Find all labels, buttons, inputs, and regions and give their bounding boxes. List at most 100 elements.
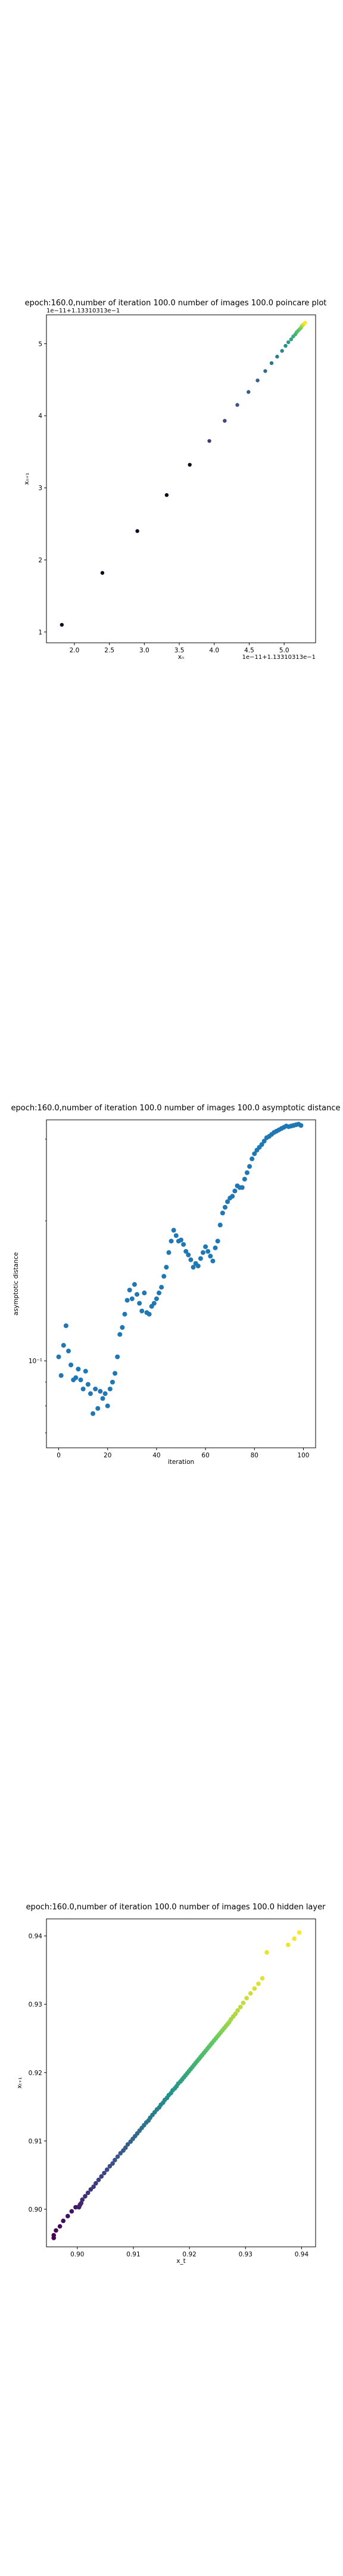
- y-tick-label: 0.93: [29, 2001, 42, 2008]
- x-tick-label: 4.0: [209, 647, 219, 654]
- data-point: [83, 1368, 88, 1374]
- data-point: [110, 1379, 115, 1385]
- y-tick-label: 0.94: [29, 1933, 43, 1940]
- data-point: [210, 1258, 216, 1264]
- data-point: [220, 1210, 225, 1216]
- data-point: [135, 1292, 140, 1297]
- data-point: [244, 1996, 249, 2001]
- x-axis-label: xₙ: [178, 654, 184, 661]
- data-point: [223, 419, 227, 423]
- data-point: [68, 1363, 74, 1368]
- data-point: [215, 1239, 220, 1244]
- data-point: [56, 1354, 61, 1360]
- y-tick-label: 0.91: [29, 2138, 42, 2145]
- data-point: [292, 1936, 297, 1942]
- x-tick-label: 2.0: [70, 647, 80, 654]
- y-tick-label: 1: [38, 629, 42, 636]
- data-point: [76, 1366, 81, 1371]
- data-point: [247, 1164, 252, 1169]
- data-point: [61, 2218, 66, 2224]
- data-point: [213, 1245, 218, 1250]
- data-point: [169, 1239, 174, 1244]
- data-point: [198, 1256, 203, 1261]
- data-point: [217, 1222, 223, 1228]
- data-point: [93, 1386, 98, 1392]
- data-point: [57, 2224, 63, 2229]
- data-point: [85, 2190, 91, 2196]
- data-point: [252, 1151, 257, 1156]
- hidden-layer-chart: epoch:160.0,number of iteration 100.0 nu…: [16, 1903, 326, 2265]
- data-point: [118, 2151, 123, 2156]
- data-point: [264, 1950, 269, 1955]
- data-point: [96, 2177, 101, 2182]
- data-point: [286, 1942, 291, 1948]
- data-point: [73, 1375, 79, 1380]
- data-point: [95, 1405, 101, 1411]
- data-point: [110, 2161, 115, 2166]
- asymptotic-distance-figure: epoch:160.0,number of iteration 100.0 nu…: [0, 1097, 343, 1467]
- data-point: [173, 1233, 179, 1239]
- data-point: [242, 1176, 247, 1182]
- data-point: [208, 1253, 213, 1259]
- data-point: [283, 343, 288, 348]
- data-point: [132, 1282, 137, 1287]
- chart-title: epoch:160.0,number of iteration 100.0 nu…: [25, 299, 327, 308]
- data-point: [188, 463, 192, 467]
- data-point: [142, 1290, 147, 1296]
- x-tick-label: 60: [201, 1452, 209, 1459]
- data-point: [179, 1237, 183, 1243]
- data-point: [113, 2157, 117, 2163]
- data-point: [200, 1250, 205, 1255]
- asymptotic-distance-chart: epoch:160.0,number of iteration 100.0 nu…: [11, 1104, 340, 1466]
- plot-frame: [46, 1918, 316, 2247]
- x-offset-text: 1e−11+1.13310313e−1: [242, 654, 316, 661]
- x-tick-label: 2.5: [104, 647, 114, 654]
- data-point: [102, 2171, 107, 2176]
- data-point: [66, 1348, 71, 1354]
- data-point: [91, 2184, 96, 2189]
- data-point: [120, 1325, 125, 1330]
- x-axis-label: iteration: [168, 1459, 194, 1466]
- data-point: [100, 1396, 105, 1401]
- x-tick-label: 3.5: [174, 647, 185, 654]
- data-point: [80, 1386, 86, 1392]
- data-point: [88, 2187, 93, 2192]
- data-point: [125, 2142, 130, 2147]
- x-tick-label: 80: [251, 1452, 258, 1459]
- x-axis-label: x_t: [176, 2258, 186, 2265]
- poincare-figure: epoch:160.0,number of iteration 100.0 nu…: [0, 292, 343, 662]
- data-point: [65, 2213, 70, 2219]
- data-point: [80, 2197, 85, 2202]
- data-point: [129, 1296, 135, 1302]
- data-point: [127, 1287, 132, 1293]
- data-point: [171, 1228, 176, 1233]
- data-point: [235, 402, 239, 407]
- y-axis-label: xₙ₊₁: [23, 473, 30, 485]
- data-point: [232, 1188, 238, 1194]
- hidden-layer-figure: epoch:160.0,number of iteration 100.0 nu…: [0, 1896, 343, 2266]
- y-tick-label: 10⁻¹: [29, 1358, 42, 1365]
- plot-frame: [46, 314, 316, 643]
- data-point: [256, 1981, 261, 1986]
- data-point: [54, 2228, 58, 2233]
- data-point: [115, 1354, 120, 1360]
- data-point: [139, 1308, 145, 1314]
- data-point: [98, 1389, 103, 1394]
- x-tick-label: 0.90: [70, 2251, 84, 2258]
- x-tick-label: 5.0: [279, 647, 289, 654]
- x-tick-label: 0.92: [182, 2251, 196, 2258]
- data-point: [58, 1373, 64, 1378]
- data-point: [303, 321, 307, 325]
- y-offset-text: 1e−11+1.13310313e−1: [46, 308, 120, 314]
- data-point: [85, 1382, 91, 1387]
- x-tick-label: 0: [57, 1452, 61, 1459]
- data-point: [252, 1986, 257, 1991]
- data-point: [241, 2001, 246, 2005]
- y-tick-label: 5: [38, 340, 42, 348]
- data-point: [248, 1991, 253, 1996]
- data-point: [188, 1257, 194, 1262]
- y-tick-label: 4: [38, 413, 42, 420]
- data-point: [104, 2167, 110, 2172]
- data-point: [225, 1199, 230, 1205]
- x-tick-label: 0.91: [126, 2251, 140, 2258]
